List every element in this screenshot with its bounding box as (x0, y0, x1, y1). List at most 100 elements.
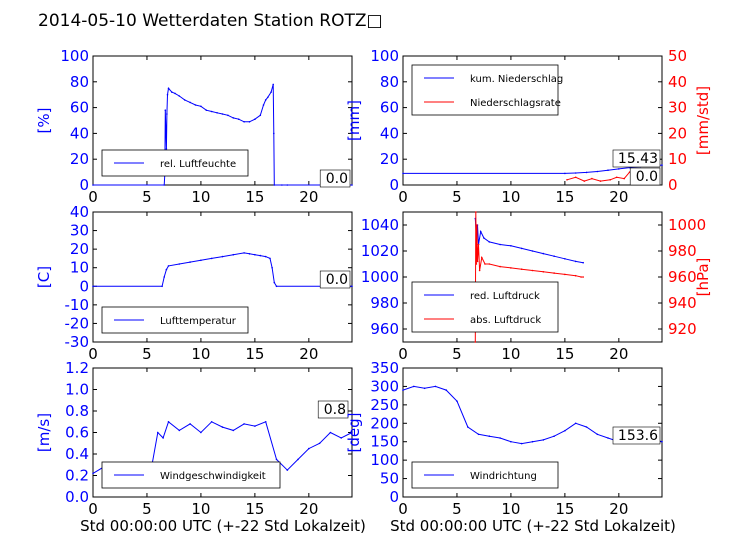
data-point (553, 272, 555, 274)
data-point (479, 230, 482, 233)
x-tick-label: 10 (191, 500, 210, 518)
x-tick-label: 15 (245, 188, 264, 206)
data-point (520, 442, 523, 445)
y-tick-label: 50 (380, 470, 399, 488)
data-point (574, 172, 577, 174)
legend-entry: Windrichtung (470, 471, 537, 482)
y-axis-label: [mm] (345, 100, 363, 141)
value-annotation: 0.0 (326, 272, 348, 288)
y-tick-label: 1000 (361, 268, 399, 286)
y-tick-label: -10 (65, 296, 90, 314)
x-tick-label: 20 (609, 188, 628, 206)
data-point (488, 263, 491, 265)
data-point (564, 429, 566, 432)
y-tick-label: 0 (79, 176, 89, 194)
y-tick-label: 0 (79, 277, 89, 295)
value-annotation: 0.8 (324, 402, 346, 418)
panel-pressure: 0 5 10 15 20 960 980 1000 1020 1040 920 940 960 980 10… (361, 211, 712, 363)
data-point (585, 171, 588, 174)
y-tick-label: 0.8 (65, 402, 89, 420)
data-point (264, 99, 267, 101)
data-point (264, 255, 267, 258)
data-point (183, 99, 186, 101)
y-tick-label: 1.0 (65, 381, 89, 399)
data-point (488, 435, 491, 438)
y-tick-label: 0.6 (65, 424, 89, 442)
x-axis-label-right: Std 00:00:00 UTC (+-22 Std Lokalzeit) (390, 517, 676, 535)
data-point (510, 245, 512, 247)
y-tick-label: 0.4 (65, 445, 89, 463)
data-point (340, 437, 343, 439)
data-point (167, 421, 170, 423)
y-tick-label: 1020 (361, 242, 399, 260)
x-tick-label: 10 (501, 345, 520, 363)
data-point (166, 93, 169, 96)
data-point (232, 117, 235, 119)
x-tick-label: 15 (245, 500, 264, 518)
data-point (582, 276, 584, 278)
data-point (499, 265, 501, 268)
data-point (553, 255, 555, 257)
data-point (271, 266, 273, 269)
legend-box (411, 64, 559, 116)
data-point (281, 184, 283, 186)
data-point (566, 179, 568, 181)
data-point (210, 421, 213, 423)
data-point (615, 176, 618, 179)
x-tick-label: 5 (452, 345, 462, 363)
x-tick-label: 5 (452, 500, 462, 518)
data-point (599, 180, 602, 182)
data-point (162, 437, 164, 439)
data-point (267, 96, 269, 99)
data-point (178, 429, 181, 432)
data-point (254, 425, 256, 427)
data-point (478, 269, 481, 272)
data-point (607, 169, 609, 171)
data-point (286, 469, 289, 471)
data-point (609, 179, 611, 181)
x-tick-label: 5 (142, 500, 152, 518)
y-tick-label: 1.2 (65, 359, 89, 377)
data-point (167, 265, 170, 267)
data-point (318, 442, 321, 445)
y-tick-label: 60 (380, 99, 399, 117)
series-line (93, 84, 352, 186)
data-point (423, 387, 426, 390)
data-point (92, 184, 94, 186)
legend-entry: kum. Niederschlag (470, 74, 563, 85)
data-point (221, 113, 224, 115)
y-axis-label: [deg] (345, 413, 363, 453)
legend-entry: Niederschlagsrate (470, 98, 561, 109)
y-tick-label: 80 (70, 73, 89, 91)
y-tick-label: 30 (70, 222, 89, 240)
legend-entry: rel. Luftfeuchte (160, 159, 236, 170)
data-point (531, 250, 534, 252)
data-point (476, 224, 478, 226)
data-point (259, 114, 262, 117)
data-point (178, 263, 181, 265)
data-point (351, 285, 353, 288)
y-tick-label: 0 (389, 176, 399, 194)
data-point (165, 148, 168, 150)
x-tick-label: 0 (398, 500, 408, 518)
value-annotation: 15.43 (618, 151, 658, 167)
value-annotation-box (629, 167, 661, 186)
data-point (574, 260, 577, 263)
data-point (254, 253, 256, 256)
x-tick-label: 0 (88, 188, 98, 206)
value-annotation: 0.0 (636, 169, 658, 185)
data-point (531, 440, 534, 443)
panel-temperature: 0 5 10 15 20-30-20-10010203040[C]Lufttempera… (35, 203, 353, 363)
data-point (273, 281, 276, 284)
y-tick-label: 40 (380, 124, 399, 142)
data-point (520, 247, 523, 250)
data-point (488, 241, 491, 243)
panel-winddirection: 0 5 10 15 20050100150200250300350[deg]Windri… (345, 359, 663, 518)
data-point (574, 176, 577, 179)
data-point (189, 423, 191, 425)
value-annotation-box (319, 270, 351, 289)
data-point (232, 429, 235, 432)
y-axis-label: [m/s] (35, 413, 53, 452)
data-point (248, 121, 251, 123)
